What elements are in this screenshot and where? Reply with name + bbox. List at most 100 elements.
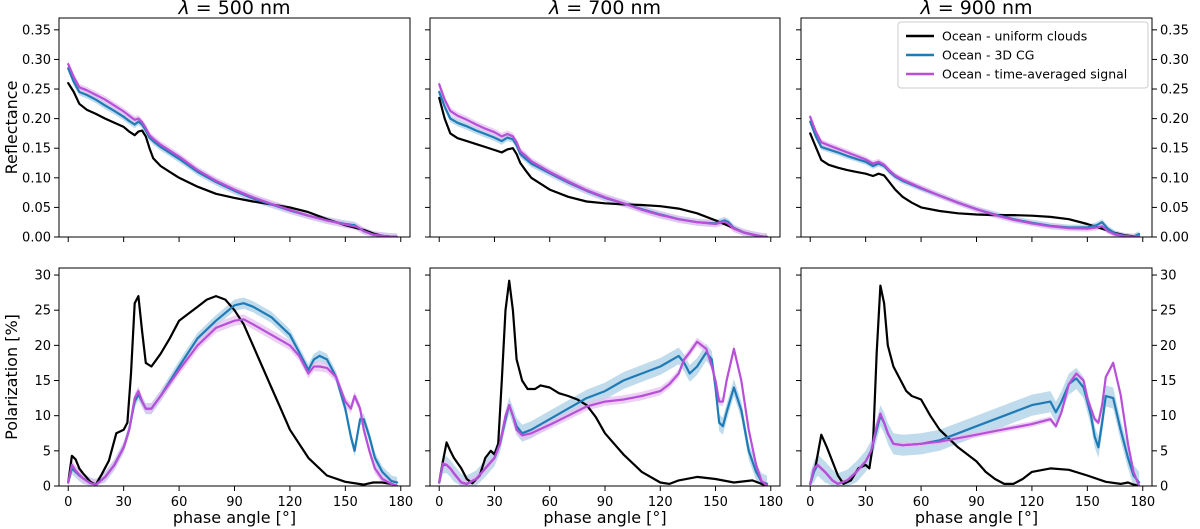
legend-box bbox=[897, 21, 1149, 89]
x-tick-label: 150 bbox=[703, 495, 728, 510]
title-text: = 900 nm bbox=[938, 0, 1033, 19]
title-text: = 500 nm bbox=[196, 0, 291, 19]
series-line-uniform bbox=[438, 279, 769, 486]
panel-title: λ = 700 nm bbox=[548, 0, 661, 19]
y-tick-label: 0.10 bbox=[22, 171, 51, 186]
series-line-cg bbox=[809, 120, 1141, 237]
series-line-cg bbox=[67, 67, 399, 237]
panel-2: λ = 700 nm bbox=[425, 0, 781, 242]
uncertainty-band-avg bbox=[68, 60, 398, 237]
y-tick-label: 0.05 bbox=[22, 201, 51, 216]
title-text: = 700 nm bbox=[566, 0, 661, 19]
panel-1: 0.00 0.05 0.10 0.15 0.20 0.25 0.30 0.35 Reflecta… bbox=[2, 0, 411, 246]
x-tick-label: 150 bbox=[1075, 495, 1100, 510]
legend-label: Ocean - time-averaged signal bbox=[942, 67, 1127, 82]
plot-area bbox=[67, 60, 399, 237]
y-tick-label: 0.30 bbox=[22, 53, 51, 68]
uncertainty-band-avg bbox=[439, 80, 768, 237]
series-line-avg bbox=[67, 63, 399, 237]
series-line-avg bbox=[438, 340, 769, 486]
x-tick-label: 180 bbox=[758, 495, 783, 510]
y-tick-label: 0 bbox=[43, 480, 51, 495]
uncertainty-band-cg bbox=[810, 118, 1140, 237]
series-line-uniform bbox=[67, 295, 399, 486]
y-tick-label: 25 bbox=[34, 304, 51, 319]
panel-3: 0.00 0.05 0.10 0.15 0.20 0.25 0.30 0.35 λ = 900 … bbox=[796, 0, 1189, 246]
y-tick-label: 0.20 bbox=[22, 112, 51, 127]
y-tick-label: 10 bbox=[34, 409, 51, 424]
x-axis-label: phase angle [°] bbox=[915, 508, 1038, 527]
panel-title: λ = 500 nm bbox=[177, 0, 290, 19]
axes-frame bbox=[58, 17, 411, 238]
y-tick-label: 5 bbox=[43, 444, 51, 459]
y-tick-label: 5 bbox=[1160, 444, 1168, 459]
x-tick-label: 30 bbox=[486, 495, 503, 510]
y-tick-label: 0.00 bbox=[1160, 231, 1189, 246]
panel-title: λ = 900 nm bbox=[919, 0, 1032, 19]
x-tick-label: 120 bbox=[278, 495, 303, 510]
y-tick-label: 0.00 bbox=[22, 231, 51, 246]
title-symbol: λ bbox=[177, 0, 195, 19]
x-axis-label: phase angle [°] bbox=[173, 508, 296, 527]
x-tick-label: 150 bbox=[333, 495, 358, 510]
y-tick-label: 15 bbox=[34, 374, 51, 389]
y-tick-label: 0.15 bbox=[1160, 142, 1189, 157]
series-line-avg bbox=[809, 115, 1141, 237]
x-tick-label: 60 bbox=[913, 495, 930, 510]
panel-4: 0 30 60 90 120 150 180 0 5 10 15 20 25 30 phase angle … bbox=[2, 267, 413, 527]
legend: Ocean - uniform clouds Ocean - 3D CG Ocean… bbox=[897, 21, 1149, 89]
x-tick-label: 90 bbox=[597, 495, 614, 510]
legend-label: Ocean - 3D CG bbox=[942, 48, 1034, 63]
x-tick-label: 0 bbox=[435, 495, 443, 510]
plot-area bbox=[809, 113, 1141, 237]
y-tick-label: 0.35 bbox=[1160, 23, 1189, 38]
y-tick-label: 15 bbox=[1160, 374, 1177, 389]
plot-area bbox=[438, 279, 769, 486]
x-tick-label: 120 bbox=[648, 495, 673, 510]
series-line-cg bbox=[438, 90, 769, 237]
plot-area bbox=[67, 295, 399, 486]
y-tick-label: 10 bbox=[1160, 409, 1177, 424]
series-line-avg bbox=[438, 83, 769, 237]
legend-label: Ocean - uniform clouds bbox=[942, 29, 1087, 44]
y-tick-label: 0.25 bbox=[1160, 83, 1189, 98]
y-tick-label: 0.30 bbox=[1160, 53, 1189, 68]
y-tick-label: 0.20 bbox=[1160, 112, 1189, 127]
x-tick-label: 0 bbox=[806, 495, 814, 510]
series-line-uniform bbox=[438, 96, 769, 237]
x-tick-label: 60 bbox=[171, 495, 188, 510]
y-tick-label: 0.05 bbox=[1160, 201, 1189, 216]
y-tick-label: 0.10 bbox=[1160, 171, 1189, 186]
series-line-avg bbox=[67, 318, 399, 486]
uncertainty-band-avg bbox=[810, 113, 1140, 237]
y-tick-label: 20 bbox=[1160, 339, 1177, 354]
y-tick-label: 30 bbox=[1160, 269, 1177, 284]
x-tick-label: 180 bbox=[388, 495, 413, 510]
uncertainty-band-cg bbox=[439, 88, 768, 237]
x-axis-label: phase angle [°] bbox=[543, 508, 666, 527]
y-tick-label: 0.25 bbox=[22, 83, 51, 98]
y-tick-label: 0 bbox=[1160, 480, 1168, 495]
panel-5: 0 30 60 90 120 150 180 phase angle [°] bbox=[425, 267, 783, 527]
x-tick-label: 60 bbox=[541, 495, 558, 510]
title-symbol: λ bbox=[548, 0, 566, 19]
uncertainty-band-cg bbox=[68, 64, 398, 237]
x-tick-label: 0 bbox=[64, 495, 72, 510]
panel-6: 0 30 60 90 120 150 180 0 5 10 15 20 25 30 phase angle … bbox=[796, 267, 1177, 527]
series-line-avg bbox=[809, 361, 1141, 486]
title-symbol: λ bbox=[919, 0, 937, 19]
x-tick-label: 30 bbox=[857, 495, 874, 510]
y-tick-label: 20 bbox=[34, 339, 51, 354]
x-tick-label: 30 bbox=[115, 495, 132, 510]
y-tick-label: 0.15 bbox=[22, 142, 51, 157]
y-axis-label: Polarization [%] bbox=[2, 314, 21, 440]
series-line-uniform bbox=[809, 132, 1141, 237]
series-line-uniform bbox=[809, 284, 1141, 486]
y-tick-label: 25 bbox=[1160, 304, 1177, 319]
y-tick-label: 0.35 bbox=[22, 23, 51, 38]
axes-frame bbox=[800, 267, 1153, 487]
plot-area bbox=[438, 80, 769, 237]
x-tick-label: 90 bbox=[226, 495, 243, 510]
